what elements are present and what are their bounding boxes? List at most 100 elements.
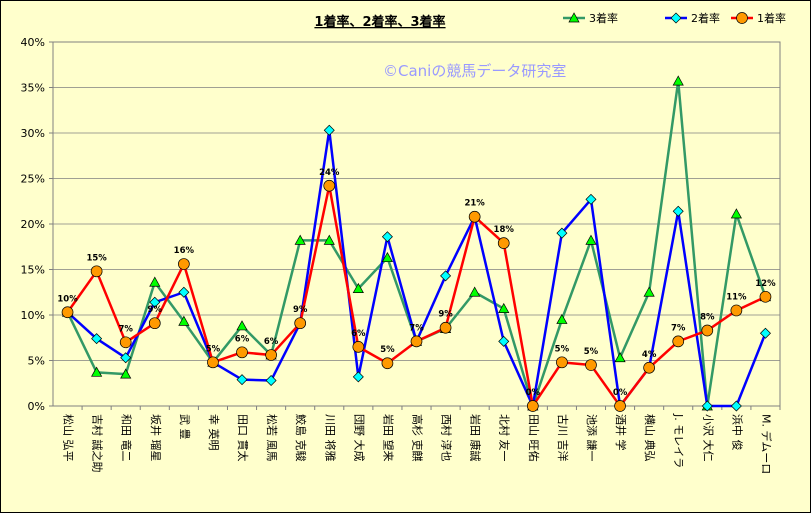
series-1-point [643, 286, 655, 297]
series-2-point [323, 124, 335, 136]
y-tick-label: 40% [21, 36, 45, 49]
series-3-point [672, 335, 685, 348]
series-1-point [614, 352, 626, 363]
data-label: 0% [613, 388, 628, 398]
legend-marker-2 [670, 12, 682, 24]
data-label: 6% [235, 334, 250, 344]
series-3-point [148, 317, 161, 330]
legend-label-2: 2着率 [691, 11, 720, 25]
x-tick-label: 和田 竜二 [120, 414, 134, 462]
y-tick-label: 0% [28, 400, 45, 413]
series-2-point [381, 231, 393, 243]
series-3-point [323, 179, 336, 192]
data-label: 5% [584, 347, 599, 357]
series-1-point [149, 276, 161, 287]
series-2-point [585, 193, 597, 205]
series-1-point [178, 315, 190, 326]
series-1-point [469, 286, 481, 297]
series-3-point [701, 324, 714, 337]
series-2-point [556, 227, 568, 239]
series-3-point [585, 359, 597, 371]
x-tick-label: 吉村 誠之助 [91, 414, 105, 473]
series-3-point [439, 321, 452, 334]
x-tick-label: 古川 吉洋 [556, 414, 570, 462]
x-tick-label: 武 豊 [178, 414, 191, 440]
series-3-point [556, 356, 568, 369]
series-3-point [759, 290, 772, 303]
series-1-point [672, 75, 684, 86]
y-tick-label: 35% [21, 82, 45, 95]
data-label: 12% [755, 279, 776, 289]
chart-title: 1着率、2着率、3着率 [314, 14, 445, 30]
data-label: 6% [264, 337, 279, 347]
series-1-point [352, 282, 364, 293]
series-3-point [352, 341, 365, 353]
series-2-point [440, 270, 452, 282]
series-1-point [120, 368, 132, 379]
data-label: 5% [555, 344, 570, 354]
series-2-point [701, 400, 713, 412]
watermark-text: ©Caniの競馬データ研究室 [383, 62, 566, 80]
x-tick-label: 鮫島 克駿 [294, 414, 308, 462]
y-tick-label: 5% [28, 355, 45, 368]
legend-label-1: 3着率 [589, 11, 618, 25]
x-tick-label: 西村 淳也 [440, 414, 454, 462]
series-3-point [265, 349, 277, 361]
data-label: 11% [726, 292, 747, 302]
series-3-point [381, 357, 394, 370]
data-label: 21% [464, 199, 485, 209]
data-label: 9% [293, 305, 308, 315]
y-tick-label: 25% [21, 173, 45, 186]
legend-marker-3 [736, 12, 748, 24]
data-label: 10% [57, 294, 78, 304]
legend-label-3: 1着率 [757, 11, 786, 25]
data-label: 6% [351, 329, 366, 339]
x-tick-label: 小沢 大仁 [701, 414, 715, 462]
data-label: 5% [380, 345, 395, 355]
data-label: 9% [438, 310, 453, 320]
series-2-point [730, 400, 742, 412]
series-2-point [120, 352, 132, 364]
x-tick-label: 岩田 康誠 [469, 414, 483, 462]
series-3-point [119, 336, 132, 349]
x-tick-label: 松若 風馬 [265, 414, 279, 462]
data-label: 24% [319, 168, 340, 178]
x-tick-label: 川田 将雅 [323, 414, 337, 462]
data-label: 9% [148, 305, 163, 315]
x-tick-label: 北村 友一 [498, 414, 512, 462]
data-label: 7% [409, 323, 424, 333]
legend-marker-1 [568, 12, 580, 23]
series-3-point [236, 346, 248, 359]
series-1-point [585, 234, 597, 245]
data-label: 0% [526, 388, 541, 398]
data-label: 18% [494, 225, 515, 235]
x-tick-label: 松山 弘平 [62, 414, 76, 462]
series-3-point [178, 258, 190, 270]
x-tick-label: 酒井 学 [614, 414, 628, 451]
series-3-point [614, 400, 626, 412]
x-tick-label: M. デムーロ [759, 414, 773, 474]
series-2-point [265, 375, 277, 387]
series-3-point [526, 400, 539, 412]
series-1-point [498, 302, 510, 313]
series-2-point [178, 286, 190, 298]
series-1-point [730, 208, 742, 219]
series-3-point [643, 361, 655, 374]
series-2-point [149, 296, 161, 308]
y-tick-label: 15% [21, 264, 45, 277]
series-3-point [468, 210, 481, 223]
series-2-point [759, 327, 771, 339]
series-1-point [294, 234, 306, 245]
series-2-point [352, 371, 364, 383]
x-tick-label: 田口 貫太 [236, 414, 249, 462]
data-label: 7% [118, 324, 133, 334]
x-tick-label: 坂井 瑠星 [149, 414, 163, 462]
data-label: 16% [174, 246, 195, 256]
series-1-point [381, 251, 394, 263]
series-3-point [497, 237, 510, 249]
data-label: 15% [86, 253, 107, 263]
series-2-point [236, 374, 248, 386]
series-3-point [294, 317, 307, 330]
data-label: 5% [206, 344, 221, 354]
